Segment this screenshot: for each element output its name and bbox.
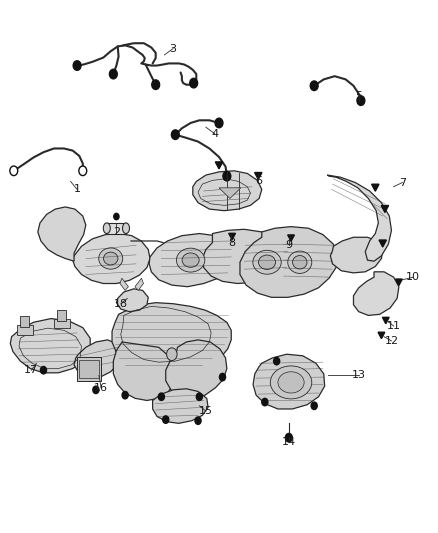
Polygon shape <box>396 279 402 286</box>
Ellipse shape <box>103 223 110 233</box>
Polygon shape <box>378 332 385 338</box>
Polygon shape <box>112 303 231 373</box>
Polygon shape <box>229 233 236 240</box>
Polygon shape <box>73 233 150 284</box>
Ellipse shape <box>270 366 312 399</box>
Circle shape <box>152 80 159 90</box>
Text: 18: 18 <box>114 298 128 309</box>
Circle shape <box>171 130 179 140</box>
Circle shape <box>10 166 18 175</box>
Circle shape <box>219 373 226 381</box>
Circle shape <box>262 398 268 406</box>
Ellipse shape <box>123 223 130 233</box>
Polygon shape <box>379 240 386 247</box>
Ellipse shape <box>99 248 123 269</box>
Polygon shape <box>219 188 241 198</box>
Polygon shape <box>193 171 262 211</box>
Polygon shape <box>215 162 223 169</box>
Polygon shape <box>382 317 389 324</box>
Text: 7: 7 <box>399 177 406 188</box>
Polygon shape <box>253 354 325 409</box>
Circle shape <box>190 78 198 88</box>
Circle shape <box>311 402 317 409</box>
Polygon shape <box>254 173 262 180</box>
Polygon shape <box>11 319 90 373</box>
Ellipse shape <box>258 255 276 269</box>
Polygon shape <box>120 278 128 290</box>
Bar <box>77 357 101 381</box>
Text: 8: 8 <box>229 238 236 247</box>
Circle shape <box>79 166 87 175</box>
Text: 5: 5 <box>355 91 362 101</box>
Polygon shape <box>371 184 379 191</box>
Bar <box>54 319 70 328</box>
Polygon shape <box>113 342 174 400</box>
Circle shape <box>114 213 119 220</box>
Polygon shape <box>152 389 208 423</box>
Polygon shape <box>149 233 234 287</box>
Circle shape <box>196 393 202 400</box>
Text: 15: 15 <box>199 406 213 416</box>
Circle shape <box>310 81 318 91</box>
Circle shape <box>274 358 280 365</box>
Polygon shape <box>381 205 389 213</box>
Polygon shape <box>202 229 290 284</box>
Ellipse shape <box>103 252 118 265</box>
Text: 16: 16 <box>94 383 108 393</box>
Circle shape <box>93 386 99 393</box>
Polygon shape <box>135 278 144 290</box>
Polygon shape <box>327 175 392 261</box>
Polygon shape <box>330 237 383 273</box>
Text: 10: 10 <box>406 272 420 282</box>
Text: 1: 1 <box>74 184 81 195</box>
Circle shape <box>223 171 231 181</box>
Text: 14: 14 <box>282 437 296 447</box>
Text: 6: 6 <box>255 176 262 187</box>
Text: 11: 11 <box>387 321 401 331</box>
Bar <box>107 223 126 233</box>
Ellipse shape <box>278 372 304 393</box>
Circle shape <box>195 417 201 424</box>
Circle shape <box>122 391 128 399</box>
Ellipse shape <box>293 255 307 269</box>
Text: 17: 17 <box>24 365 38 375</box>
Polygon shape <box>240 227 338 297</box>
Circle shape <box>110 69 117 79</box>
Ellipse shape <box>288 251 312 273</box>
Text: 13: 13 <box>352 370 366 381</box>
Bar <box>20 317 29 327</box>
Circle shape <box>357 96 365 106</box>
Circle shape <box>162 416 169 423</box>
Circle shape <box>40 367 46 374</box>
Bar <box>79 360 99 378</box>
Text: 2: 2 <box>113 227 120 237</box>
Ellipse shape <box>253 251 281 274</box>
Polygon shape <box>38 207 86 261</box>
Circle shape <box>286 433 292 442</box>
Polygon shape <box>288 235 294 241</box>
Circle shape <box>158 393 164 400</box>
Text: 3: 3 <box>170 44 177 53</box>
Polygon shape <box>74 340 121 378</box>
Bar <box>57 310 66 321</box>
Text: 12: 12 <box>385 336 399 346</box>
Ellipse shape <box>177 248 205 272</box>
Polygon shape <box>353 272 399 316</box>
Text: 9: 9 <box>285 240 293 250</box>
Circle shape <box>215 118 223 128</box>
Polygon shape <box>166 340 227 398</box>
Bar <box>17 325 32 335</box>
Ellipse shape <box>182 253 199 267</box>
Text: 4: 4 <box>211 128 218 139</box>
Circle shape <box>166 348 177 361</box>
Polygon shape <box>117 289 148 312</box>
Circle shape <box>73 61 81 70</box>
